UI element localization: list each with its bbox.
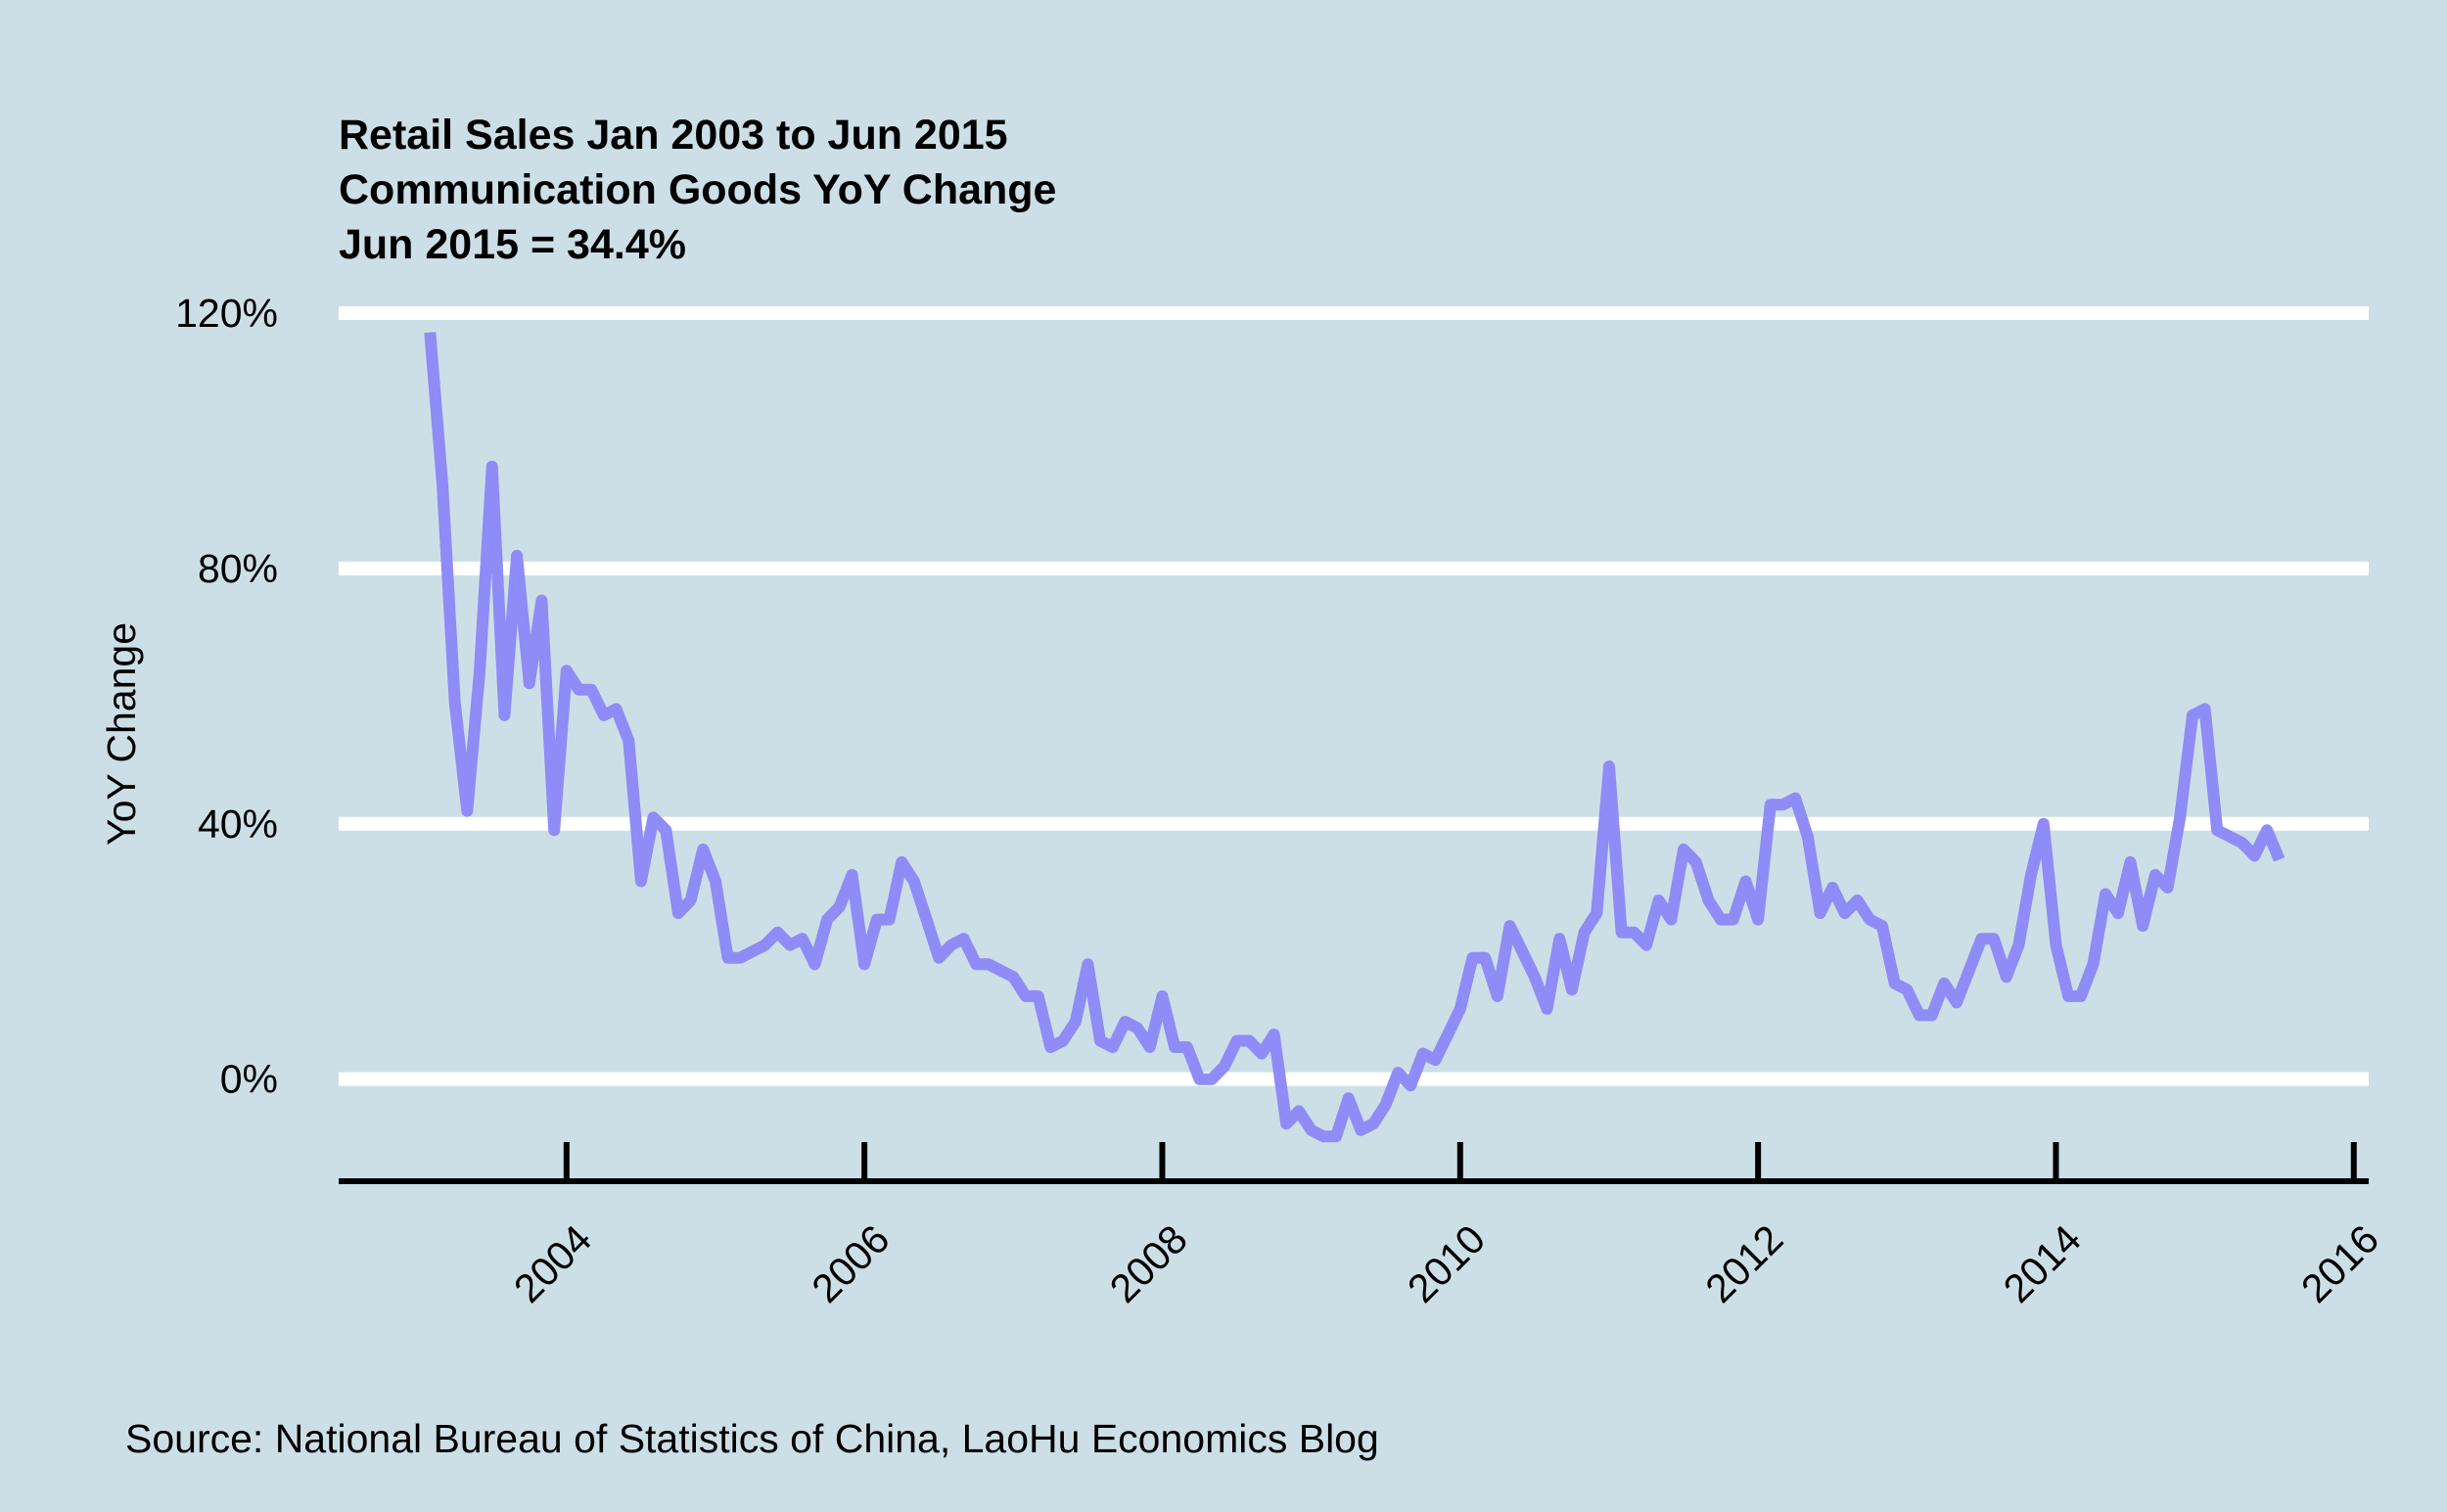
y-tick-label: 120% bbox=[175, 291, 278, 336]
data-line bbox=[424, 332, 2285, 1143]
y-tick-label: 40% bbox=[198, 802, 278, 847]
source: Source: National Bureau of Statistics of… bbox=[125, 1416, 1379, 1461]
y-axis-label: YoY Change bbox=[99, 622, 144, 846]
chart-title: Communication Goods YoY Change bbox=[339, 166, 1056, 213]
y-tick-label: 80% bbox=[198, 546, 278, 591]
y-tick-label: 0% bbox=[220, 1057, 278, 1102]
chart-title: Jun 2015 = 34.4% bbox=[339, 221, 686, 268]
chart-title: Retail Sales Jan 2003 to Jun 2015 bbox=[339, 112, 1008, 159]
